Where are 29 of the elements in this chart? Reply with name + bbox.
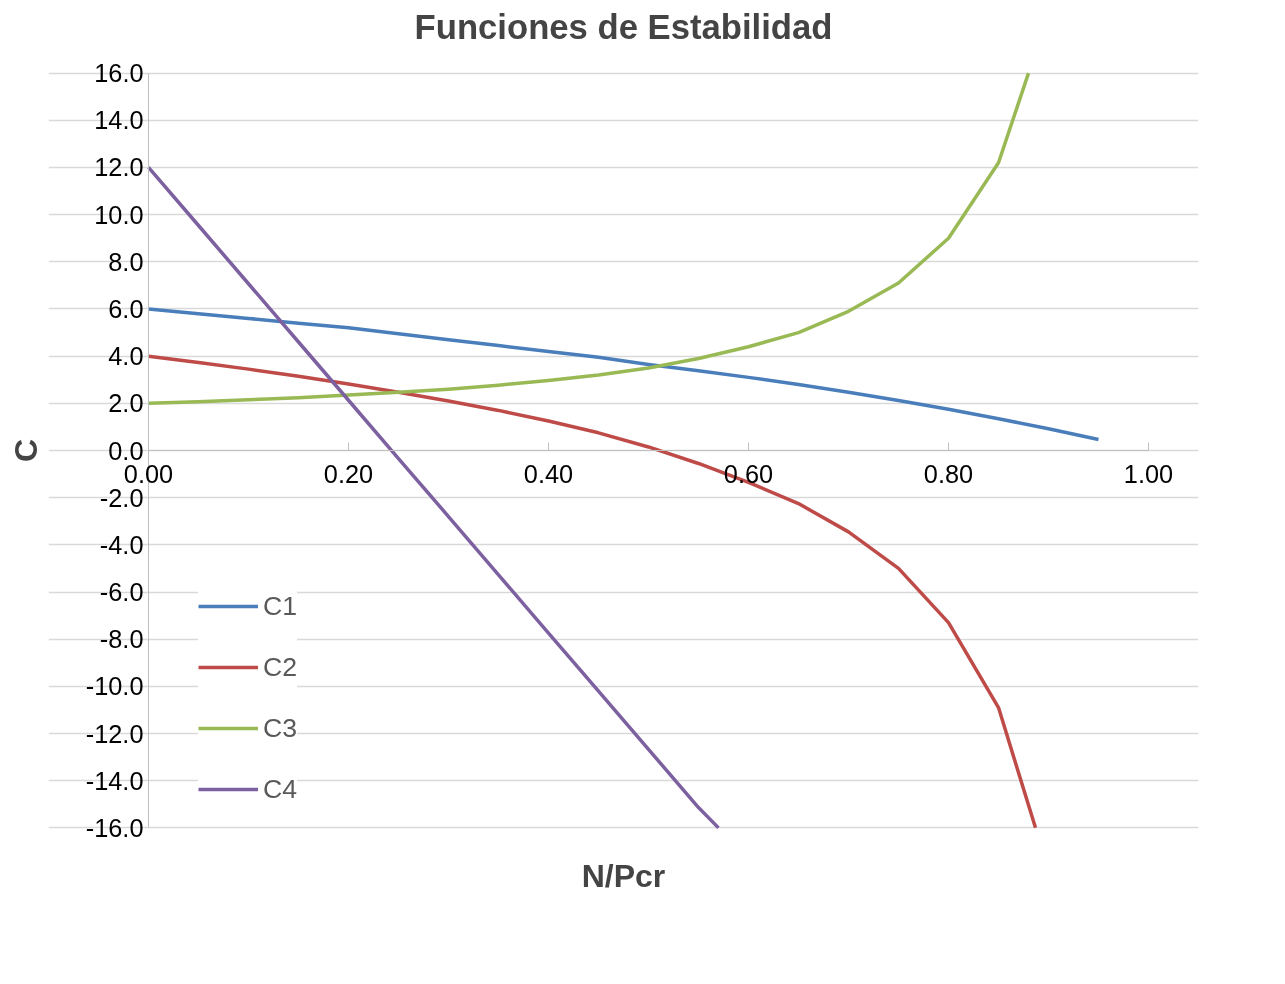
- y-tick-label: -4.0: [99, 530, 144, 559]
- y-tick-label: 4.0: [108, 342, 144, 371]
- legend-label: C3: [263, 712, 298, 744]
- y-axis-title: C: [7, 438, 44, 463]
- x-tick-label: 0.60: [723, 459, 774, 488]
- line-series: [146, 307, 1101, 442]
- y-tick-label: -6.0: [99, 578, 144, 607]
- y-tick-label: 10.0: [94, 200, 144, 229]
- x-tick-label: 0.80: [923, 459, 974, 488]
- x-axis-title: N/Pcr: [581, 857, 666, 894]
- y-tick-label: -14.0: [85, 766, 144, 795]
- y-tick-label: 8.0: [108, 247, 144, 276]
- legend-label: C1: [263, 590, 298, 622]
- y-tick-label: 6.0: [108, 294, 144, 323]
- x-tick-label: 1.00: [1123, 459, 1174, 488]
- y-tick-label: -16.0: [85, 813, 144, 842]
- x-tick-label: 0.40: [523, 459, 574, 488]
- y-tick-label: -10.0: [85, 672, 144, 701]
- chart-title: Funciones de Estabilidad: [414, 7, 833, 46]
- y-tick-label: 14.0: [94, 106, 144, 135]
- legend-label: C4: [263, 773, 298, 805]
- legend-label: C2: [263, 651, 298, 683]
- y-tick-label: 2.0: [108, 389, 144, 418]
- y-tick-label: -12.0: [85, 719, 144, 748]
- y-tick-label: -8.0: [99, 625, 144, 654]
- line-series: [146, 71, 1031, 406]
- x-tick-label: 0.20: [323, 459, 374, 488]
- y-tick-label: 16.0: [94, 59, 144, 88]
- y-tick-label: 12.0: [94, 153, 144, 182]
